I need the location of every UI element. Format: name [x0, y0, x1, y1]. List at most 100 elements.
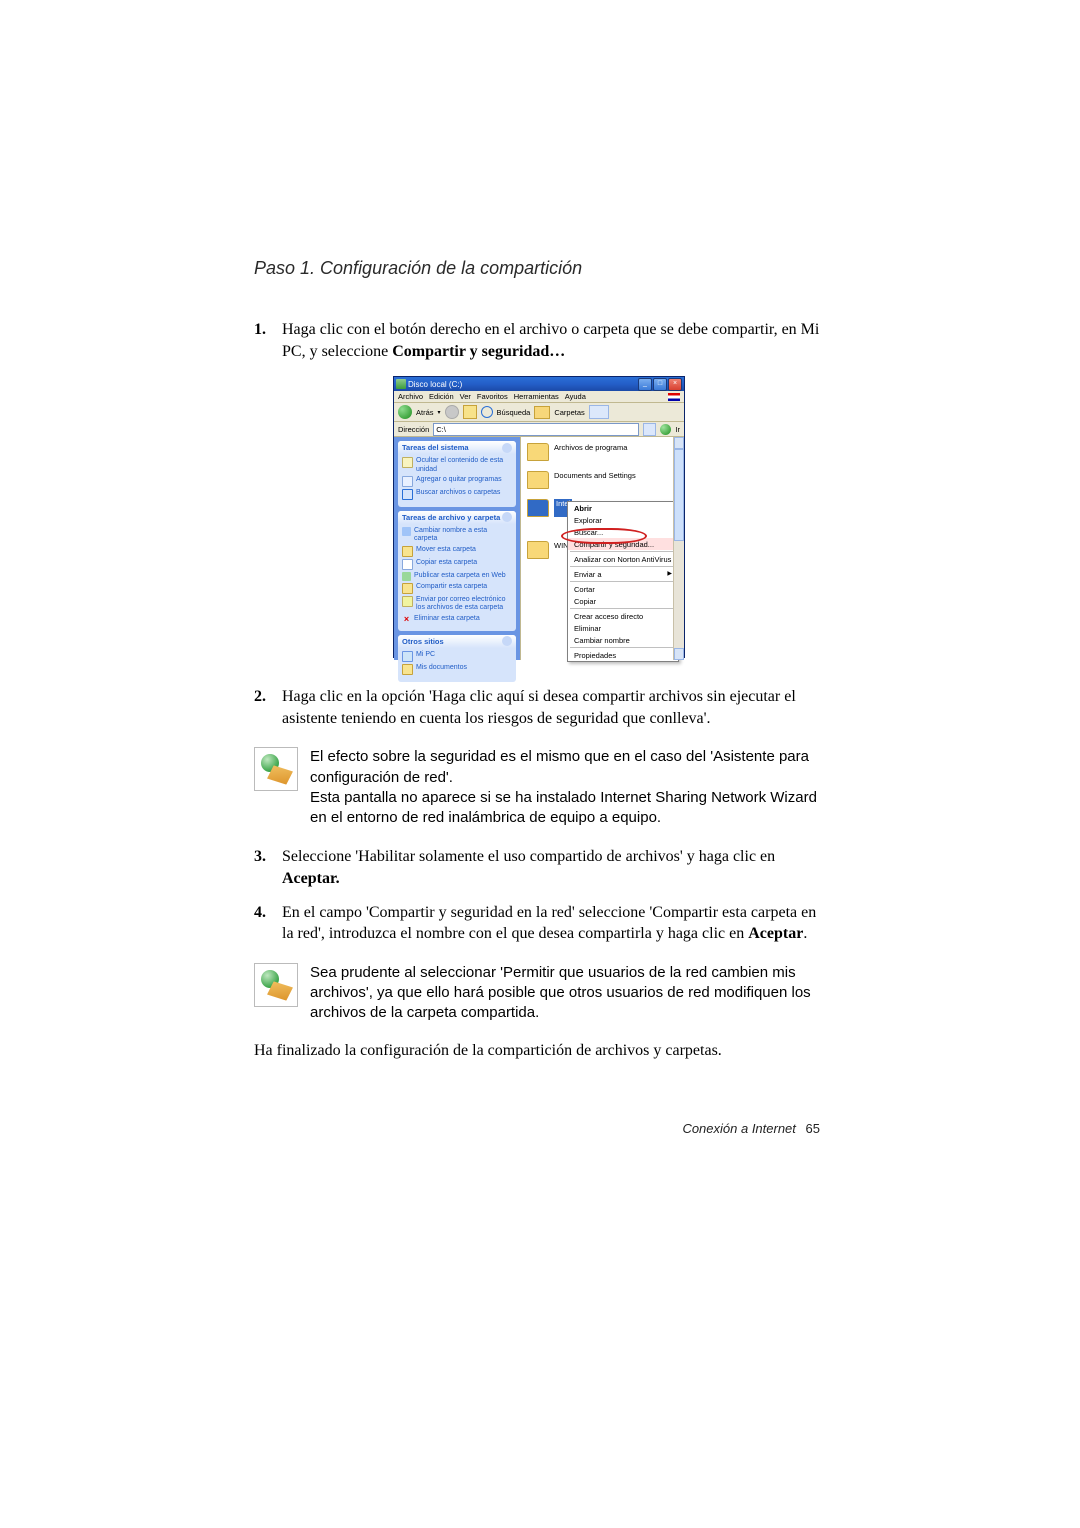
mypc-icon — [402, 651, 413, 662]
ctx-antivirus[interactable]: Analizar con Norton AntiVirus — [568, 553, 678, 565]
folder-icon — [527, 471, 549, 489]
note-1: El efecto sobre la seguridad es el mismo… — [254, 747, 824, 828]
main-pane: Archivos de programa Documents and Setti… — [520, 437, 684, 660]
place-mydocs[interactable]: Mis documentos — [416, 664, 467, 672]
address-bar: Dirección Ir — [394, 422, 684, 437]
ctx-delete[interactable]: Eliminar — [568, 622, 678, 634]
task-rename[interactable]: Cambiar nombre a esta carpeta — [414, 527, 512, 544]
ctx-search[interactable]: Buscar... — [568, 526, 678, 538]
scroll-down[interactable] — [674, 648, 684, 660]
rename-icon — [402, 527, 411, 536]
web-icon — [402, 572, 411, 581]
task-web[interactable]: Publicar esta carpeta en Web — [414, 572, 506, 580]
folder-archivos-programa[interactable]: Archivos de programa — [527, 443, 678, 461]
menubar: Archivo Edición Ver Favoritos Herramient… — [394, 391, 684, 403]
ctx-rename[interactable]: Cambiar nombre — [568, 634, 678, 646]
ctx-explore[interactable]: Explorar — [568, 514, 678, 526]
task-hide[interactable]: Ocultar el contenido de esta unidad — [416, 457, 512, 474]
go-label: Ir — [675, 425, 680, 434]
drive-icon — [396, 379, 406, 389]
delete-icon: × — [402, 615, 411, 624]
step-1-num: 1. — [254, 319, 282, 362]
page-footer: Conexión a Internet 65 — [682, 1121, 820, 1136]
step-1: 1. Haga clic con el botón derecho en el … — [254, 319, 824, 362]
forward-button[interactable] — [445, 405, 459, 419]
scroll-thumb[interactable] — [674, 449, 684, 541]
searchfiles-icon — [402, 489, 413, 500]
menu-archivo[interactable]: Archivo — [398, 392, 423, 401]
menu-ver[interactable]: Ver — [460, 392, 471, 401]
place-mypc[interactable]: Mi PC — [416, 651, 435, 659]
panel-system-tasks-title: Tareas del sistema — [402, 443, 469, 452]
ctx-copy[interactable]: Copiar — [568, 595, 678, 607]
collapse-icon[interactable] — [502, 636, 512, 646]
note-icon — [254, 747, 298, 791]
folders-icon[interactable] — [534, 406, 550, 419]
note-2: Sea prudente al seleccionar 'Permitir qu… — [254, 963, 824, 1024]
close-button[interactable]: × — [668, 378, 682, 391]
windows-flag-icon — [668, 393, 680, 401]
step-4-bold: Aceptar — [748, 925, 803, 942]
folders-label: Carpetas — [554, 408, 584, 417]
copy-icon — [402, 559, 413, 570]
task-mail[interactable]: Enviar por correo electrónico los archiv… — [416, 596, 512, 613]
search-label: Búsqueda — [497, 408, 531, 417]
step-2-num: 2. — [254, 686, 282, 729]
footer-label: Conexión a Internet — [682, 1121, 795, 1136]
ctx-shortcut[interactable]: Crear acceso directo — [568, 610, 678, 622]
menu-herramientas[interactable]: Herramientas — [514, 392, 559, 401]
task-addremove[interactable]: Agregar o quitar programas — [416, 476, 502, 484]
scrollbar[interactable] — [673, 437, 684, 660]
panel-other-places-title: Otros sitios — [402, 637, 444, 646]
page-number: 65 — [806, 1121, 820, 1136]
go-button[interactable] — [660, 424, 671, 435]
ctx-share[interactable]: Compartir y seguridad... — [568, 538, 678, 550]
address-dropdown[interactable] — [643, 423, 656, 436]
folder-documents-settings[interactable]: Documents and Settings — [527, 471, 678, 489]
step-4: 4. En el campo 'Compartir y seguridad en… — [254, 902, 824, 945]
menu-edicion[interactable]: Edición — [429, 392, 454, 401]
up-button[interactable] — [463, 405, 477, 419]
ctx-sendto[interactable]: Enviar a — [568, 568, 678, 580]
step-1-bold: Compartir y seguridad… — [392, 343, 565, 360]
section-title: Paso 1. Configuración de la compartición — [254, 258, 824, 279]
side-panel: Tareas del sistema Ocultar el contenido … — [394, 437, 520, 660]
task-searchfiles[interactable]: Buscar archivos o carpetas — [416, 489, 500, 497]
task-delete[interactable]: Eliminar esta carpeta — [414, 615, 480, 623]
note-1-line1: El efecto sobre la seguridad es el mismo… — [310, 747, 824, 788]
move-icon — [402, 546, 413, 557]
back-label: Atrás — [416, 408, 434, 417]
search-icon[interactable] — [481, 406, 493, 418]
ctx-props[interactable]: Propiedades — [568, 649, 678, 661]
views-button[interactable] — [589, 405, 609, 419]
window-title: Disco local (C:) — [396, 380, 638, 389]
hide-icon — [402, 457, 413, 468]
step-3-text: Seleccione 'Habilitar solamente el uso c… — [282, 848, 775, 865]
back-button[interactable] — [398, 405, 412, 419]
menu-ayuda[interactable]: Ayuda — [565, 392, 586, 401]
collapse-icon[interactable] — [502, 443, 512, 453]
ctx-open[interactable]: Abrir — [568, 502, 678, 514]
address-input[interactable] — [433, 423, 639, 436]
menu-favoritos[interactable]: Favoritos — [477, 392, 508, 401]
titlebar: Disco local (C:) _ □ × — [394, 377, 684, 391]
address-label: Dirección — [398, 425, 429, 434]
toolbar: Atrás ▾ Búsqueda Carpetas — [394, 403, 684, 422]
step-3-num: 3. — [254, 846, 282, 889]
step-3-bold: Aceptar. — [282, 870, 340, 887]
note-2-text: Sea prudente al seleccionar 'Permitir qu… — [310, 963, 824, 1024]
ctx-cut[interactable]: Cortar — [568, 583, 678, 595]
collapse-icon[interactable] — [502, 512, 512, 522]
context-menu: Abrir Explorar Buscar... Compartir y seg… — [567, 501, 679, 662]
task-copy[interactable]: Copiar esta carpeta — [416, 559, 477, 567]
minimize-button[interactable]: _ — [638, 378, 652, 391]
step-3: 3. Seleccione 'Habilitar solamente el us… — [254, 846, 824, 889]
scroll-up[interactable] — [674, 437, 684, 449]
step-2: 2. Haga clic en la opción 'Haga clic aqu… — [254, 686, 824, 729]
folder-label: Archivos de programa — [554, 443, 627, 461]
task-share[interactable]: Compartir esta carpeta — [416, 583, 487, 591]
task-move[interactable]: Mover esta carpeta — [416, 546, 476, 554]
maximize-button[interactable]: □ — [653, 378, 667, 391]
folder-icon — [527, 443, 549, 461]
closing-text: Ha finalizado la configuración de la com… — [254, 1042, 824, 1060]
